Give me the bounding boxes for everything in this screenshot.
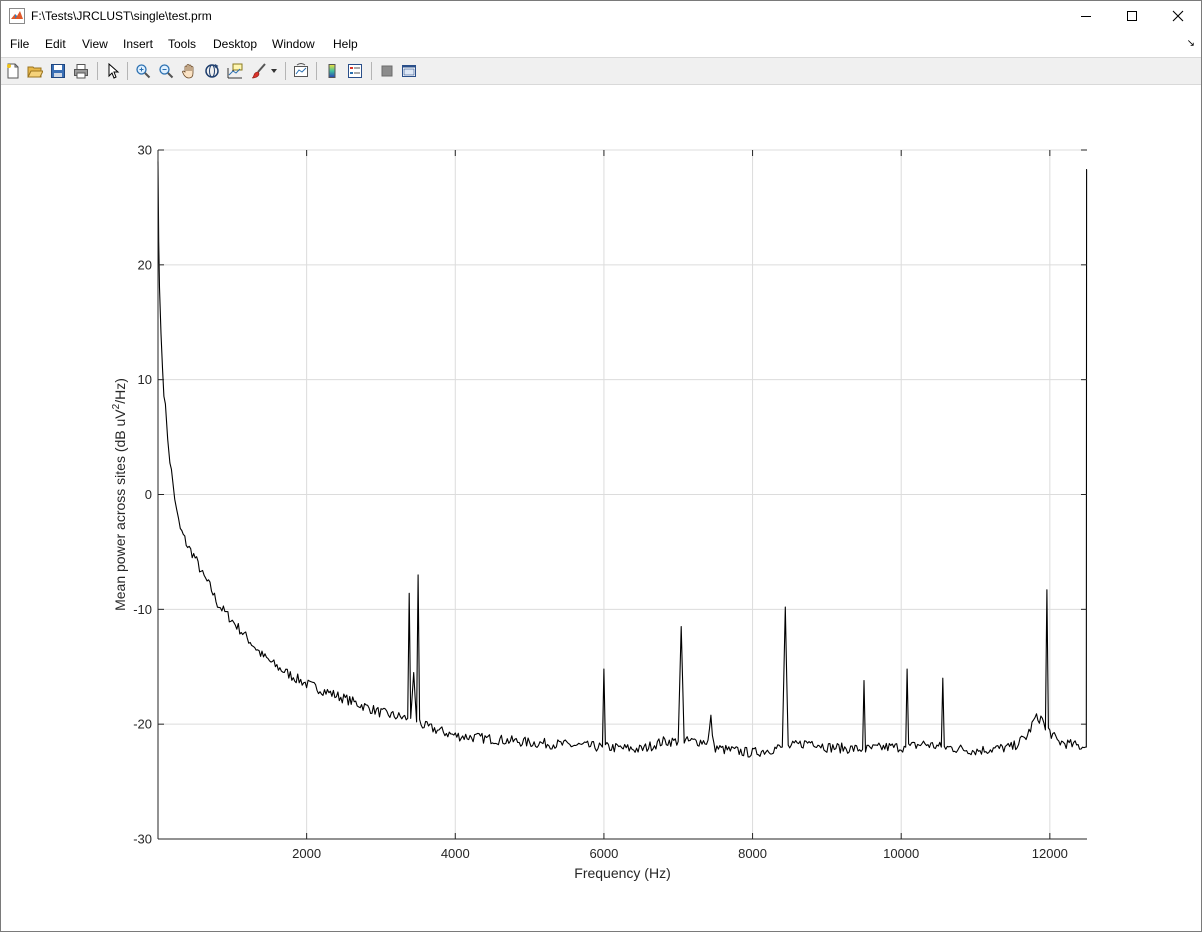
close-icon xyxy=(1172,10,1184,22)
y-axis-label-suffix: /Hz) xyxy=(112,378,128,404)
dropdown-arrow-icon xyxy=(271,69,277,73)
menu-insert[interactable]: Insert xyxy=(123,37,154,51)
series-line xyxy=(157,161,1088,758)
pan-button[interactable] xyxy=(179,61,199,81)
y-tick-label: 10 xyxy=(138,372,152,387)
minimize-button[interactable] xyxy=(1063,1,1109,31)
zoom-in-icon xyxy=(136,64,151,79)
open-file-button[interactable] xyxy=(25,61,45,81)
brush-button[interactable] xyxy=(249,61,269,81)
window-title: F:\Tests\JRCLUST\single\test.prm xyxy=(31,9,212,23)
link-plot-icon xyxy=(294,63,308,77)
y-axis-label: Mean power across sites (dB uV2/Hz) xyxy=(111,378,128,611)
x-tick-label: 12000 xyxy=(1032,846,1068,861)
pointer-button[interactable] xyxy=(103,61,123,81)
x-axis-label: Frequency (Hz) xyxy=(574,865,670,881)
zoom-out-button[interactable] xyxy=(156,61,176,81)
save-button[interactable] xyxy=(48,61,68,81)
toolbar-separator xyxy=(127,62,128,80)
menu-file[interactable]: File xyxy=(10,37,30,51)
y-tick-label: -10 xyxy=(133,602,152,617)
pointer-icon xyxy=(108,63,120,79)
close-button[interactable] xyxy=(1155,1,1201,31)
toolbar-separator xyxy=(97,62,98,80)
minimize-icon xyxy=(1081,16,1091,17)
toolbar-separator xyxy=(316,62,317,80)
y-tick-label: 30 xyxy=(138,143,152,158)
brush-icon xyxy=(251,63,266,79)
tick-labels: 2000 4000 6000 8000 10000 12000 -30 -20 -10 0 10 20… xyxy=(133,143,1068,862)
x-tick-label: 2000 xyxy=(292,846,321,861)
hide-plot-tools-icon xyxy=(381,65,393,77)
hide-plot-tools-button[interactable] xyxy=(377,61,397,81)
zoom-in-button[interactable] xyxy=(133,61,153,81)
menu-tools[interactable]: Tools xyxy=(168,37,197,51)
menu-desktop[interactable]: Desktop xyxy=(213,37,258,51)
zoom-out-icon xyxy=(159,64,174,79)
x-tick-label: 4000 xyxy=(441,846,470,861)
y-axis-label-prefix: Mean power across sites (dB uV xyxy=(112,409,128,611)
open-file-icon xyxy=(27,66,43,78)
new-figure-button[interactable] xyxy=(3,61,23,81)
rotate-3d-button[interactable] xyxy=(202,61,222,81)
x-tick-label: 8000 xyxy=(738,846,767,861)
menu-edit[interactable]: Edit xyxy=(45,37,66,51)
show-plot-tools-icon xyxy=(402,65,416,77)
legend-icon xyxy=(348,64,362,78)
data-cursor-icon xyxy=(227,63,243,79)
x-tick-label: 6000 xyxy=(589,846,618,861)
figure-toolbar xyxy=(1,57,1201,85)
print-button[interactable] xyxy=(71,61,91,81)
new-figure-icon xyxy=(7,63,19,79)
print-icon xyxy=(74,64,88,79)
save-icon xyxy=(51,64,65,78)
menu-help[interactable]: Help xyxy=(333,37,358,51)
data-cursor-button[interactable] xyxy=(225,61,245,81)
link-plot-button[interactable] xyxy=(291,61,311,81)
colorbar-icon xyxy=(328,64,336,78)
maximize-button[interactable] xyxy=(1109,1,1155,31)
dock-arrow-icon[interactable]: ↘ xyxy=(1186,38,1195,49)
menu-bar: File Edit View Insert Tools Desktop Wind… xyxy=(1,33,1201,56)
y-axis-label-sup: 2 xyxy=(111,403,122,409)
toolbar-separator xyxy=(285,62,286,80)
rotate-3d-icon xyxy=(205,64,219,78)
legend-button[interactable] xyxy=(345,61,365,81)
menu-window[interactable]: Window xyxy=(272,37,315,51)
series-layer xyxy=(157,161,1088,758)
title-bar: F:\Tests\JRCLUST\single\test.prm xyxy=(1,1,1201,31)
brush-dropdown-button[interactable] xyxy=(268,61,280,81)
x-tick-label: 10000 xyxy=(883,846,919,861)
y-tick-label: 0 xyxy=(145,487,152,502)
power-spectrum-plot[interactable]: 2000 4000 6000 8000 10000 12000 -30 -20 -10 0 10 20… xyxy=(1,85,1201,931)
y-tick-label: -30 xyxy=(133,832,152,847)
tick-marks xyxy=(157,149,1087,840)
y-tick-label: -20 xyxy=(133,717,152,732)
colorbar-button[interactable] xyxy=(322,61,342,81)
toolbar-separator xyxy=(371,62,372,80)
show-plot-tools-button[interactable] xyxy=(399,61,419,81)
maximize-icon xyxy=(1127,11,1137,21)
figure-canvas: 2000 4000 6000 8000 10000 12000 -30 -20 -10 0 10 20… xyxy=(1,85,1201,931)
menu-view[interactable]: View xyxy=(82,37,108,51)
matlab-app-icon xyxy=(9,8,25,24)
y-tick-label: 20 xyxy=(138,257,152,272)
pan-hand-icon xyxy=(182,64,194,79)
grid-lines xyxy=(158,149,1087,840)
